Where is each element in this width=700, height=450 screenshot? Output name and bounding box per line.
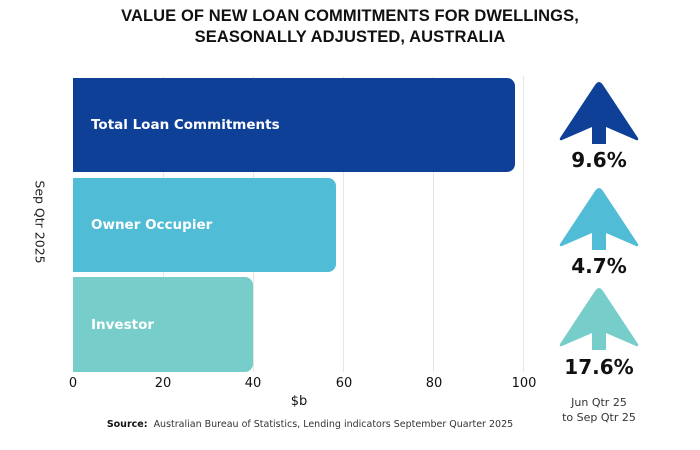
bar-label: Total Loan Commitments <box>91 117 280 133</box>
source-text: Australian Bureau of Statistics, Lending… <box>153 419 514 430</box>
up-arrow-icon <box>559 288 639 350</box>
source-label: Source: <box>106 419 148 430</box>
x-tick: 0 <box>68 376 78 391</box>
x-axis-label: $b <box>290 394 308 409</box>
chart-title-line-1: VALUE OF NEW LOAN COMMITMENTS FOR DWELLI… <box>121 7 579 25</box>
x-tick: 100 <box>511 376 537 391</box>
period-line-2: to Sep Qtr 25 <box>562 411 636 424</box>
chart-title: VALUE OF NEW LOAN COMMITMENTS FOR DWELLI… <box>0 6 700 48</box>
source-note: Source: Australian Bureau of Statistics,… <box>0 419 620 430</box>
chart-title-line-2: SEASONALLY ADJUSTED, AUSTRALIA <box>194 28 506 46</box>
x-tick: 20 <box>154 376 172 391</box>
gridline <box>433 76 434 372</box>
x-tick: 80 <box>425 376 443 391</box>
bar-label: Owner Occupier <box>91 217 213 233</box>
gridline <box>343 76 344 372</box>
up-arrow-icon <box>559 188 639 250</box>
period-note: Jun Qtr 25 to Sep Qtr 25 <box>548 395 650 425</box>
bar-total-loan-commitments: Total Loan Commitments <box>73 78 515 172</box>
plot-area: Total Loan Commitments Owner Occupier In… <box>73 76 524 372</box>
bar-owner-occupier: Owner Occupier <box>73 178 336 272</box>
period-line-1: Jun Qtr 25 <box>571 396 627 409</box>
bar-investor: Investor <box>73 277 253 372</box>
bar-label: Investor <box>91 316 155 333</box>
x-tick: 40 <box>244 376 262 391</box>
change-owner-occupier: 4.7% <box>571 254 627 278</box>
gridline <box>523 76 524 372</box>
y-axis-label: Sep Qtr 2025 <box>32 180 48 264</box>
up-arrow-icon <box>559 82 639 144</box>
change-investor: 17.6% <box>564 355 634 379</box>
change-total: 9.6% <box>571 148 627 172</box>
x-tick: 60 <box>335 376 353 391</box>
